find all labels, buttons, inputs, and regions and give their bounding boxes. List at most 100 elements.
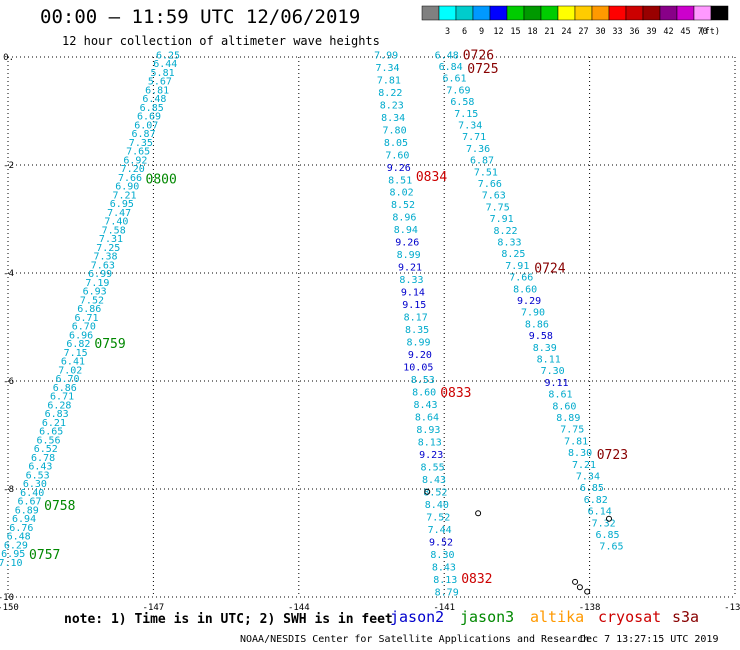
wave-height-value: 9.15: [402, 300, 426, 311]
wave-height-value: 8.30: [430, 550, 454, 561]
wave-height-value: 9.11: [545, 378, 569, 389]
wave-height-value: 6.14: [588, 507, 612, 518]
wave-height-value: 5.81: [151, 68, 175, 79]
wave-height-value: 8.23: [380, 100, 404, 111]
satellite-cryosat: cryosat: [598, 608, 662, 626]
wave-height-value: 8.43: [414, 400, 438, 411]
wave-height-value: 7.91: [490, 214, 514, 225]
wave-height-value: 6.84: [439, 62, 463, 73]
wave-height-value: 7.66: [118, 173, 142, 184]
wave-height-value: 6.87: [132, 129, 156, 140]
wave-height-value: 7.81: [377, 75, 401, 86]
wave-height-value: 7.69: [446, 85, 470, 96]
wave-height-value: 6.85: [580, 483, 604, 494]
wave-height-value: 9.52: [429, 538, 453, 549]
wave-height-value: 6.94: [12, 514, 36, 525]
wave-height-value: 7.25: [96, 243, 120, 254]
wave-height-value: 6.58: [450, 97, 474, 108]
island-outline: [576, 584, 583, 591]
time-label: 0723: [597, 448, 628, 463]
wave-height-value: 8.79: [435, 588, 459, 599]
colorbar-label: 45: [680, 27, 690, 37]
timestamp-text: Dec 7 13:27:15 UTC 2019: [580, 634, 719, 645]
wave-height-value: 7.65: [126, 147, 150, 158]
wave-height-value: 8.86: [525, 319, 549, 330]
wave-height-value: 8.52: [391, 200, 415, 211]
wave-height-value: 8.51: [388, 175, 412, 186]
wave-height-value: 7.81: [564, 436, 588, 447]
time-label: 0724: [534, 262, 565, 277]
wave-height-value: 6.71: [74, 313, 98, 324]
wave-height-value: 7.35: [129, 138, 153, 149]
x-tick-label: -150: [0, 603, 19, 613]
wave-height-value: 7.90: [521, 308, 545, 319]
wave-height-value: 9.26: [387, 163, 411, 174]
wave-height-value: 6.41: [61, 357, 85, 368]
time-label: 0832: [461, 572, 492, 587]
wave-height-value: 6.93: [83, 287, 107, 298]
wave-height-value: 7.44: [428, 525, 452, 536]
wave-height-value: 7.31: [99, 234, 123, 245]
wave-height-value: 6.99: [88, 269, 112, 280]
wave-height-value: 6.82: [584, 495, 608, 506]
wave-height-value: 8.39: [533, 343, 557, 354]
wave-height-value: 6.43: [28, 462, 52, 473]
wave-height-value: 7.38: [93, 252, 117, 263]
x-tick-label: -141: [433, 603, 455, 613]
wave-height-value: 6.28: [47, 400, 71, 411]
x-tick-label: -135: [724, 603, 740, 613]
wave-height-value: 8.99: [406, 338, 430, 349]
wave-height-value: 7.34: [576, 472, 600, 483]
y-tick-label: -8: [3, 485, 14, 495]
wave-height-value: 8.11: [537, 355, 561, 366]
wave-height-value: 6.92: [123, 155, 147, 166]
wave-height-value: 7.34: [375, 63, 399, 74]
wave-height-value: 6.78: [31, 453, 55, 464]
wave-height-value: 8.55: [421, 463, 445, 474]
wave-height-value: 8.99: [397, 250, 421, 261]
wave-height-value: 6.90: [115, 182, 139, 193]
wave-height-value: 6.30: [23, 479, 47, 490]
wave-height-value: 8.94: [394, 225, 418, 236]
wave-height-value: 7.99: [374, 50, 398, 61]
island-outline: [424, 488, 431, 495]
wave-height-value: 7.34: [458, 121, 482, 132]
wave-height-value: 6.44: [153, 59, 177, 70]
wave-height-value: 8.30: [568, 448, 592, 459]
wave-height-value: 6.65: [39, 427, 63, 438]
wave-height-value: 7.30: [541, 366, 565, 377]
credit-text: NOAA/NESDIS Center for Satellite Applica…: [240, 634, 590, 645]
wave-height-value: 6.48: [142, 94, 166, 105]
colorbar-unit: (ft): [700, 27, 720, 37]
colorbar-label: 24: [561, 27, 571, 37]
time-label: 0726: [463, 48, 494, 63]
x-tick-label: -147: [143, 603, 165, 613]
x-tick-label: -144: [288, 603, 310, 613]
wave-height-value: 7.15: [64, 348, 88, 359]
island-outline: [572, 578, 579, 585]
wave-height-value: 8.02: [390, 188, 414, 199]
wave-height-value: 7.47: [107, 208, 131, 219]
wave-height-value: 6.70: [55, 374, 79, 385]
wave-height-value: 7.58: [102, 225, 126, 236]
satellite-jason2: jason2: [390, 608, 445, 626]
colorbar-label: 18: [527, 27, 537, 37]
wave-height-value: 8.60: [412, 388, 436, 399]
wave-height-value: 7.75: [560, 425, 584, 436]
wave-height-value: 8.60: [513, 284, 537, 295]
wave-height-value: 6.82: [66, 339, 90, 350]
wave-height-plot: -150 -147 -144 -141 -138 -135 0. -2 -4 -6 -8 -10 6.2…: [0, 48, 740, 613]
wave-height-value: 7.15: [454, 109, 478, 120]
wave-height-value: 8.60: [552, 401, 576, 412]
wave-height-value: 6.85: [596, 530, 620, 541]
wave-height-value: 8.34: [381, 113, 405, 124]
wave-height-value: 7.19: [85, 278, 109, 289]
wave-height-value: 8.35: [405, 325, 429, 336]
wave-height-value: 6.25: [156, 50, 180, 61]
wave-height-value: 6.89: [15, 505, 39, 516]
satellite-jason3: jason3: [460, 608, 515, 626]
colorbar-label: 39: [646, 27, 656, 37]
wave-height-value: 7.21: [572, 460, 596, 471]
wave-height-value: 8.05: [384, 138, 408, 149]
